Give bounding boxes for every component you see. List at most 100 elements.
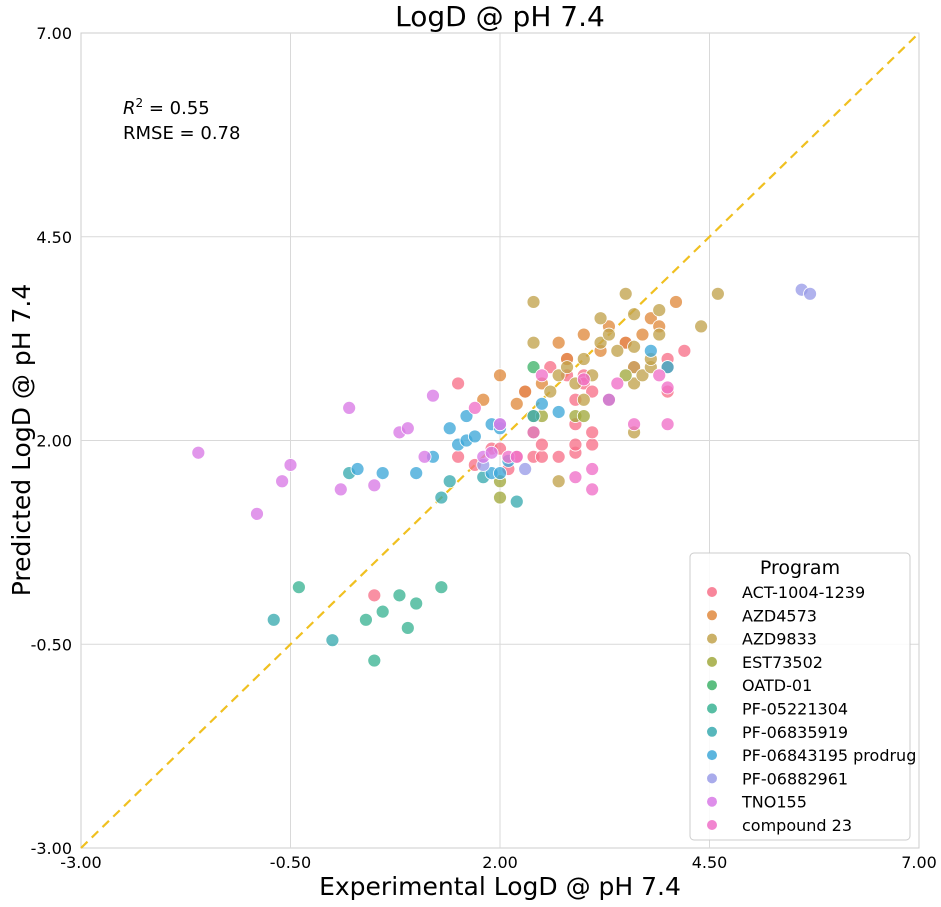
point-compound-23 — [660, 417, 675, 432]
point-pf-05221304 — [291, 580, 306, 595]
point-azd9833 — [560, 360, 574, 375]
point-tno155 — [250, 506, 264, 521]
point-compound-23 — [627, 417, 641, 432]
point-pf-06835919 — [434, 490, 449, 505]
point-azd9833 — [627, 339, 641, 354]
legend-marker — [707, 703, 717, 714]
point-tno155 — [400, 421, 415, 436]
point-pf-06835919 — [266, 612, 281, 627]
x-tick-label: 7.00 — [901, 853, 937, 872]
legend-marker — [707, 633, 717, 644]
point-compound-23 — [585, 462, 600, 476]
legend-frame — [689, 552, 911, 841]
point-azd9833 — [602, 327, 616, 342]
point-act-1004-1239 — [451, 449, 466, 464]
point-pf-06843195-prodrug — [493, 466, 507, 481]
grid-lines — [81, 33, 919, 848]
legend-marker — [707, 587, 717, 597]
point-compound-23 — [526, 425, 541, 440]
point-pf-06843195-prodrug — [459, 409, 474, 423]
x-tick-label: 4.50 — [692, 853, 728, 872]
legend-label: PF-05221304 — [742, 700, 848, 719]
point-act-1004-1239 — [551, 449, 566, 464]
point-pf-05221304 — [409, 596, 424, 611]
point-pf-05221304 — [392, 588, 407, 603]
point-pf-06843195-prodrug — [375, 466, 390, 481]
point-tno155 — [367, 478, 382, 493]
legend: Program ACT-1004-1239 AZD4573 AZD9833 EST73… — [689, 552, 916, 841]
point-tno155 — [191, 445, 206, 460]
point-azd9833 — [576, 392, 591, 407]
point-pf-06835919 — [526, 409, 541, 423]
legend-marker — [707, 656, 717, 667]
point-azd4573 — [635, 327, 650, 342]
legend-marker — [707, 773, 717, 784]
point-compound-23 — [509, 449, 524, 464]
point-act-1004-1239 — [543, 360, 558, 375]
point-compound-23 — [652, 368, 667, 383]
legend-title: Program — [760, 557, 840, 579]
point-pf-06835919 — [325, 633, 340, 648]
x-tick-label: -0.50 — [270, 853, 311, 872]
legend-label: AZD9833 — [742, 630, 817, 649]
point-azd4573 — [643, 311, 658, 326]
point-est73502 — [618, 368, 633, 383]
legend-label: EST73502 — [742, 653, 823, 672]
point-compound-23 — [660, 380, 675, 395]
point-pf-06843195-prodrug — [467, 429, 482, 444]
point-azd9833 — [627, 360, 641, 375]
point-tno155 — [333, 482, 348, 497]
r2-superscript: 2 — [136, 96, 144, 110]
point-pf-05221304 — [400, 621, 415, 635]
y-tick-label: -0.50 — [31, 635, 72, 654]
point-azd9833 — [652, 327, 667, 342]
point-act-1004-1239 — [367, 588, 382, 603]
point-azd9833 — [694, 319, 709, 334]
data-points — [191, 282, 817, 668]
point-azd9833 — [551, 368, 566, 383]
point-tno155 — [484, 445, 499, 460]
point-act-1004-1239 — [451, 376, 466, 391]
point-azd9833 — [543, 384, 558, 399]
point-azd9833 — [635, 368, 650, 383]
point-azd9833 — [610, 343, 625, 358]
point-act-1004-1239 — [568, 437, 583, 452]
point-azd9833 — [526, 335, 541, 350]
point-azd4573 — [493, 368, 507, 383]
point-azd9833 — [652, 303, 667, 318]
point-azd9833 — [627, 307, 641, 322]
point-pf-06835919 — [509, 494, 524, 509]
legend-items: ACT-1004-1239 AZD4573 AZD9833 EST73502 OATD-… — [707, 583, 916, 835]
legend-label: ACT-1004-1239 — [742, 583, 865, 602]
point-compound-23 — [568, 470, 583, 485]
point-azd4573 — [518, 384, 533, 399]
point-tno155 — [426, 388, 440, 403]
point-compound-23 — [585, 482, 600, 497]
legend-label: PF-06882961 — [742, 769, 848, 788]
point-pf-06882961 — [803, 286, 817, 301]
point-compound-23 — [610, 376, 625, 391]
point-azd9833 — [593, 311, 608, 326]
point-pf-05221304 — [375, 604, 390, 619]
legend-marker — [707, 726, 717, 737]
legend-marker — [707, 610, 717, 621]
legend-label: compound 23 — [742, 816, 852, 835]
x-axis-label: Experimental LogD @ pH 7.4 — [319, 872, 681, 901]
point-compound-23 — [602, 392, 616, 407]
point-act-1004-1239 — [585, 425, 600, 440]
y-tick-label: 7.00 — [36, 24, 72, 43]
point-act-1004-1239 — [585, 437, 600, 452]
point-act-1004-1239 — [585, 384, 600, 399]
point-pf-06843195-prodrug — [350, 462, 365, 476]
y-tick-label: 4.50 — [36, 228, 72, 247]
y-tick-labels: -3.00 -0.50 2.00 4.50 7.00 — [31, 24, 72, 858]
point-azd9833 — [618, 286, 633, 301]
point-azd4573 — [476, 392, 491, 407]
point-pf-06843195-prodrug — [660, 360, 675, 375]
legend-label: PF-06835919 — [742, 723, 848, 742]
y-tick-label: 2.00 — [36, 432, 72, 451]
legend-label: AZD4573 — [742, 606, 817, 625]
point-tno155 — [342, 400, 357, 415]
point-pf-05221304 — [434, 580, 449, 595]
point-pf-06835919 — [442, 474, 457, 489]
